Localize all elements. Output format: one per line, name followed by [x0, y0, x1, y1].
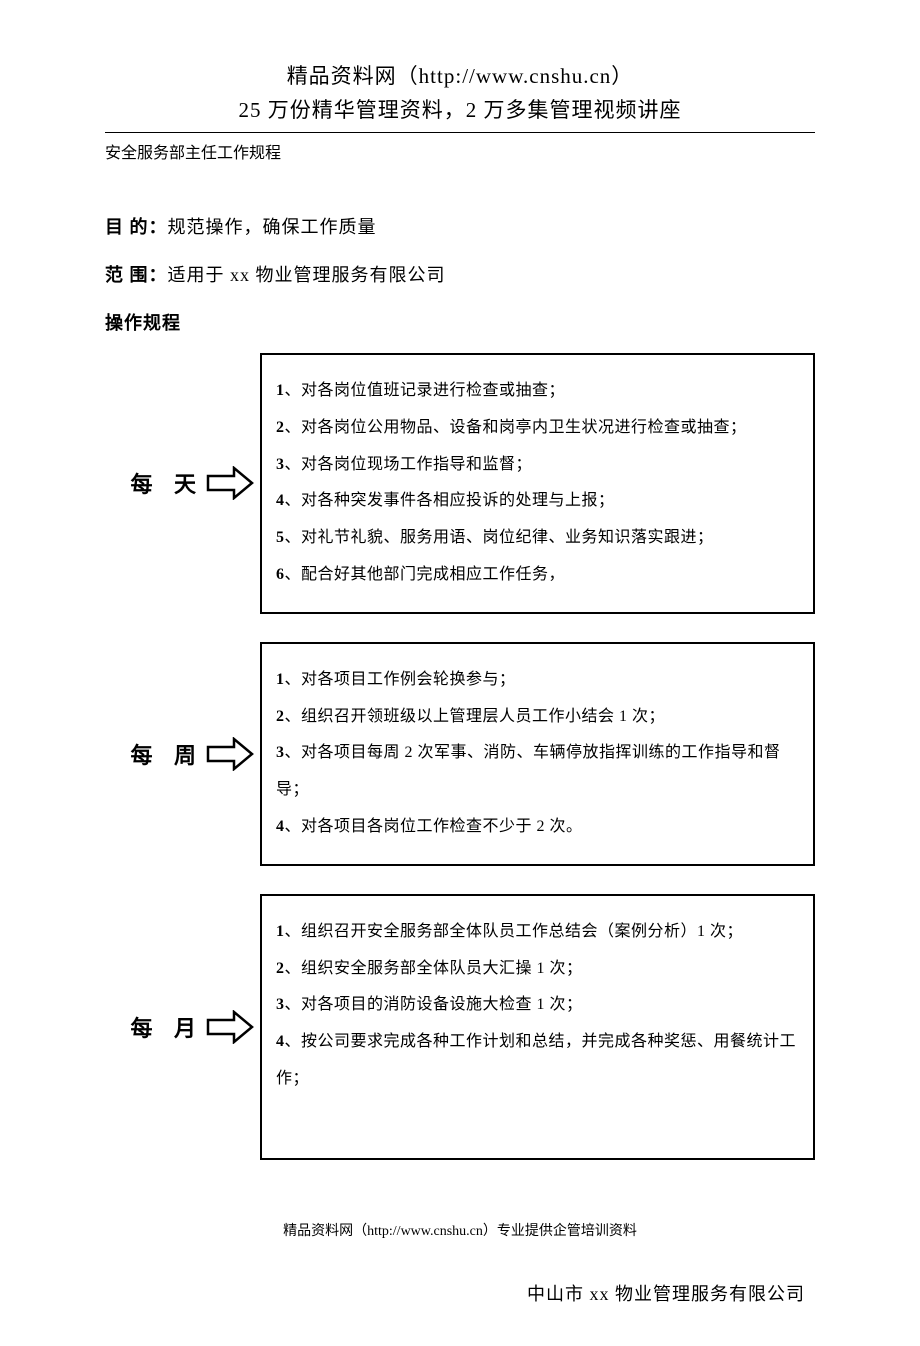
item-text: 对各种突发事件各相应投诉的处理与上报； — [301, 492, 615, 509]
item-text: 对各项目工作例会轮换参与； — [301, 671, 516, 688]
period-label-daily: 每 天 — [130, 467, 204, 499]
item-text: 组织安全服务部全体队员大汇操 1 次； — [301, 960, 583, 977]
list-item: 4、对各种突发事件各相应投诉的处理与上报； — [276, 483, 799, 520]
scope-value: 适用于 xx 物业管理服务有限公司 — [168, 265, 446, 285]
purpose-label: 目 的： — [105, 217, 168, 237]
period-label-monthly: 每 月 — [130, 1011, 204, 1043]
footer-small: 精品资料网（http://www.cnshu.cn）专业提供企管培训资料 — [0, 1220, 920, 1240]
list-item: 2、组织安全服务部全体队员大汇操 1 次； — [276, 951, 799, 988]
list-item: 5、对礼节礼貌、服务用语、岗位纪律、业务知识落实跟进； — [276, 520, 799, 557]
list-item: 1、组织召开安全服务部全体队员工作总结会（案例分析）1 次； — [276, 914, 799, 951]
list-item: 1、对各项目工作例会轮换参与； — [276, 662, 799, 699]
item-text: 对各岗位公用物品、设备和岗亭内卫生状况进行检查或抽查； — [301, 419, 747, 436]
item-text: 对各项目的消防设备设施大检查 1 次； — [301, 996, 583, 1013]
arrow-right-icon — [206, 737, 254, 771]
section-daily: 每 天 1、对各岗位值班记录进行检查或抽查； 2、对各岗位公用物品、设备和岗亭内… — [105, 353, 815, 614]
list-item: 6、配合好其他部门完成相应工作任务， — [276, 557, 799, 594]
item-text: 组织召开领班级以上管理层人员工作小结会 1 次； — [301, 708, 665, 725]
list-item: 3、对各岗位现场工作指导和监督； — [276, 447, 799, 484]
document-title: 安全服务部主任工作规程 — [105, 139, 815, 163]
item-text: 对各项目每周 2 次军事、消防、车辆停放指挥训练的工作指导和督导； — [276, 744, 781, 798]
operations-label: 操作规程 — [105, 309, 815, 335]
item-text: 对礼节礼貌、服务用语、岗位纪律、业务知识落实跟进； — [301, 529, 714, 546]
page-header: 精品资料网（http://www.cnshu.cn） 25 万份精华管理资料，2… — [105, 60, 815, 124]
list-item: 3、对各项目每周 2 次军事、消防、车辆停放指挥训练的工作指导和督导； — [276, 735, 799, 809]
item-text: 组织召开安全服务部全体队员工作总结会（案例分析）1 次； — [301, 923, 743, 940]
section-monthly-box: 1、组织召开安全服务部全体队员工作总结会（案例分析）1 次； 2、组织安全服务部… — [260, 894, 815, 1160]
scope-label: 范 围： — [105, 265, 168, 285]
section-monthly: 每 月 1、组织召开安全服务部全体队员工作总结会（案例分析）1 次； 2、组织安… — [105, 894, 815, 1160]
scope-row: 范 围：适用于 xx 物业管理服务有限公司 — [105, 261, 815, 287]
item-text: 按公司要求完成各种工作计划和总结，并完成各种奖惩、用餐统计工作； — [276, 1033, 796, 1087]
period-label-weekly: 每 周 — [130, 738, 204, 770]
section-weekly-left: 每 周 — [105, 737, 260, 771]
purpose-value: 规范操作，确保工作质量 — [168, 217, 377, 237]
header-line-1: 精品资料网（http://www.cnshu.cn） — [105, 60, 815, 90]
list-item: 2、组织召开领班级以上管理层人员工作小结会 1 次； — [276, 699, 799, 736]
arrow-right-icon — [206, 466, 254, 500]
section-daily-box: 1、对各岗位值班记录进行检查或抽查； 2、对各岗位公用物品、设备和岗亭内卫生状况… — [260, 353, 815, 614]
list-item: 4、按公司要求完成各种工作计划和总结，并完成各种奖惩、用餐统计工作； — [276, 1024, 799, 1098]
section-weekly: 每 周 1、对各项目工作例会轮换参与； 2、组织召开领班级以上管理层人员工作小结… — [105, 642, 815, 866]
header-line-2: 25 万份精华管理资料，2 万多集管理视频讲座 — [105, 94, 815, 124]
section-weekly-box: 1、对各项目工作例会轮换参与； 2、组织召开领班级以上管理层人员工作小结会 1 … — [260, 642, 815, 866]
section-monthly-left: 每 月 — [105, 1010, 260, 1044]
item-text: 配合好其他部门完成相应工作任务， — [301, 566, 565, 583]
list-item: 2、对各岗位公用物品、设备和岗亭内卫生状况进行检查或抽查； — [276, 410, 799, 447]
item-text: 对各项目各岗位工作检查不少于 2 次。 — [301, 818, 583, 835]
header-rule — [105, 132, 815, 133]
purpose-row: 目 的：规范操作，确保工作质量 — [105, 213, 815, 239]
document-page: 精品资料网（http://www.cnshu.cn） 25 万份精华管理资料，2… — [0, 0, 920, 1346]
arrow-right-icon — [206, 1010, 254, 1044]
item-text: 对各岗位值班记录进行检查或抽查； — [301, 382, 565, 399]
list-item: 3、对各项目的消防设备设施大检查 1 次； — [276, 987, 799, 1024]
section-daily-left: 每 天 — [105, 466, 260, 500]
item-text: 对各岗位现场工作指导和监督； — [301, 456, 532, 473]
list-item: 1、对各岗位值班记录进行检查或抽查； — [276, 373, 799, 410]
list-item: 4、对各项目各岗位工作检查不少于 2 次。 — [276, 809, 799, 846]
